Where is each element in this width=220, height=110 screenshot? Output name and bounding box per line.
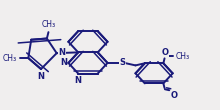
Text: N: N [58, 48, 65, 57]
Text: N: N [60, 58, 67, 67]
Text: O: O [171, 91, 178, 100]
Text: CH₃: CH₃ [176, 52, 190, 61]
Text: N: N [75, 76, 82, 85]
Text: CH₃: CH₃ [41, 20, 55, 29]
Text: S: S [119, 58, 125, 67]
Text: O: O [161, 48, 169, 57]
Text: CH₃: CH₃ [2, 54, 16, 63]
Text: N: N [37, 72, 44, 81]
